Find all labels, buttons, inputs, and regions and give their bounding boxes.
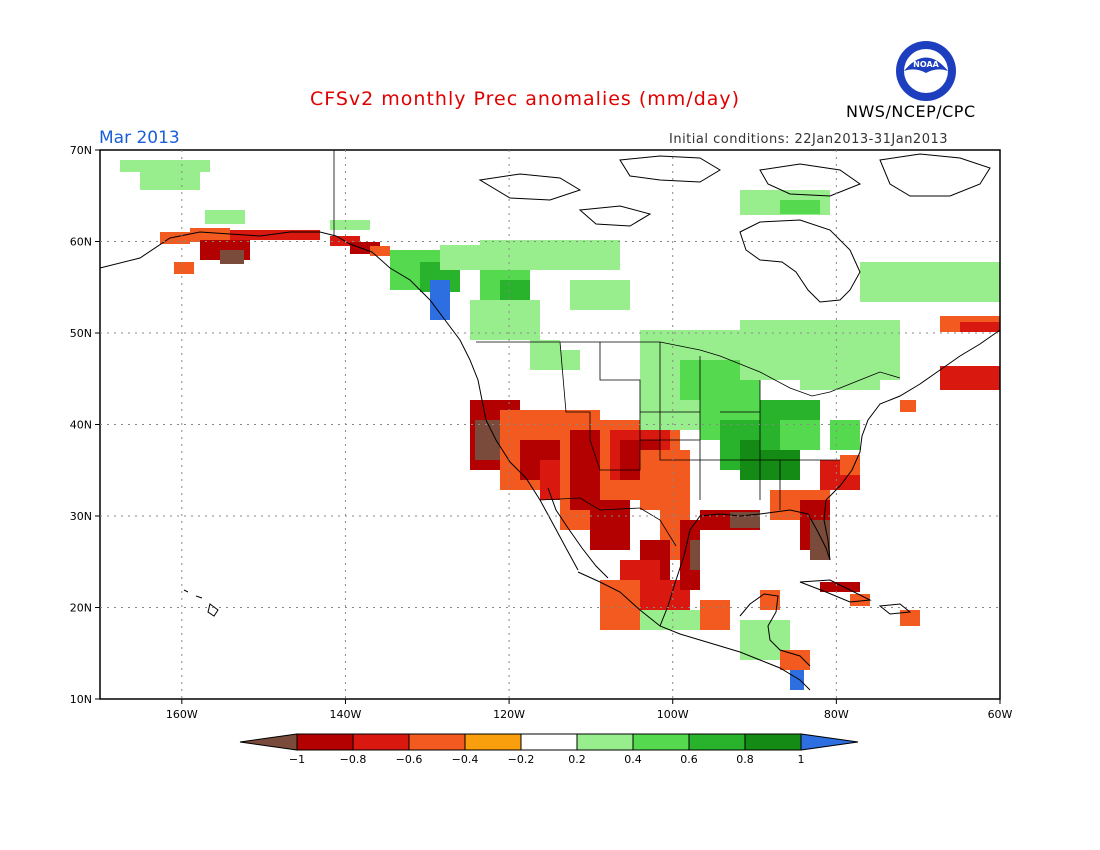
colorbar-labels: −1 −0.8 −0.6 −0.4 −0.2 0.2 0.4 0.6 0.8 1	[289, 753, 805, 766]
anomaly-cell	[900, 610, 920, 626]
anomaly-cell	[570, 280, 630, 310]
anomaly-cell	[600, 580, 640, 630]
colorbar-label: 0.4	[624, 753, 642, 766]
anomaly-cell	[430, 280, 450, 320]
colorbar-high-arrow	[800, 733, 859, 751]
anomaly-cell	[810, 520, 830, 560]
lat-label: 50N	[70, 327, 92, 340]
anomaly-cell	[940, 366, 1000, 390]
anomaly-cell	[230, 230, 320, 240]
anomaly-cell	[220, 250, 244, 264]
colorbar	[239, 733, 859, 751]
agency-label: NWS/NCEP/CPC	[846, 102, 976, 121]
chart-title: CFSv2 monthly Prec anomalies (mm/day)	[310, 88, 741, 110]
colorbar-label: 1	[798, 753, 805, 766]
colorbar-segment	[352, 733, 410, 751]
initial-conditions: Initial conditions: 22Jan2013-31Jan2013	[669, 132, 949, 147]
logo-text: NOAA	[913, 60, 939, 69]
anomaly-cells	[120, 160, 1000, 690]
colorbar-segment	[296, 733, 354, 751]
colorbar-label: −0.8	[340, 753, 367, 766]
noaa-logo: NOAA	[896, 41, 956, 101]
anomaly-cell	[370, 246, 390, 256]
anomaly-cell	[840, 455, 860, 475]
anomaly-cell	[330, 220, 370, 230]
lon-label: 120W	[493, 708, 525, 721]
colorbar-segment	[576, 733, 634, 751]
lat-label: 20N	[70, 602, 92, 615]
forecast-month: Mar 2013	[99, 128, 180, 148]
anomaly-cell	[174, 262, 194, 274]
anomaly-cell	[690, 540, 700, 570]
colorbar-label: −1	[289, 753, 305, 766]
lat-label: 60N	[70, 236, 92, 249]
lon-label: 60W	[988, 708, 1013, 721]
colorbar-label: −0.2	[508, 753, 535, 766]
anomaly-cell	[640, 610, 700, 630]
colorbar-segment	[744, 733, 802, 751]
anomaly-cell	[780, 200, 820, 214]
colorbar-label: 0.6	[680, 753, 698, 766]
lat-label: 10N	[70, 693, 92, 706]
anomaly-cell	[480, 240, 620, 270]
anomaly-cell	[830, 420, 860, 450]
anomaly-cell	[800, 350, 880, 390]
lon-label: 160W	[166, 708, 198, 721]
anomaly-cell	[205, 210, 245, 224]
anomaly-cell	[820, 582, 860, 592]
anomaly-cell	[560, 350, 580, 370]
lon-label: 80W	[824, 708, 849, 721]
anomaly-cell	[760, 590, 780, 610]
anomaly-cell	[530, 340, 560, 370]
colorbar-segment	[520, 733, 578, 751]
colorbar-label: −0.4	[452, 753, 479, 766]
colorbar-label: 0.2	[568, 753, 586, 766]
anomaly-cell	[780, 650, 810, 670]
colorbar-label: −0.6	[396, 753, 423, 766]
anomaly-cell	[790, 670, 804, 690]
lat-label: 30N	[70, 510, 92, 523]
lon-label: 100W	[657, 708, 689, 721]
anomaly-cell	[190, 228, 230, 242]
colorbar-label: 0.8	[736, 753, 754, 766]
colorbar-segment	[408, 733, 466, 751]
lon-label: 140W	[330, 708, 362, 721]
anomaly-cell	[470, 300, 540, 340]
anomaly-cell	[700, 600, 730, 630]
lat-label: 70N	[70, 144, 92, 157]
colorbar-segment	[632, 733, 690, 751]
colorbar-segment	[464, 733, 522, 751]
anomaly-cell	[900, 400, 916, 412]
lat-label: 40N	[70, 419, 92, 432]
graticule	[100, 150, 1000, 699]
political-borders	[333, 150, 901, 547]
anomaly-cell	[860, 262, 1000, 302]
coastlines	[99, 153, 1001, 691]
longitude-labels: 160W 140W 120W 100W 80W 60W	[166, 708, 1013, 721]
colorbar-segment	[688, 733, 746, 751]
anomaly-cell	[120, 160, 210, 172]
anomaly-cell	[140, 170, 200, 190]
anomaly-cell	[960, 322, 1000, 332]
latitude-labels: 70N 60N 50N 40N 30N 20N 10N	[70, 144, 92, 706]
axis-ticks	[95, 149, 1001, 704]
colorbar-low-arrow	[239, 733, 298, 751]
